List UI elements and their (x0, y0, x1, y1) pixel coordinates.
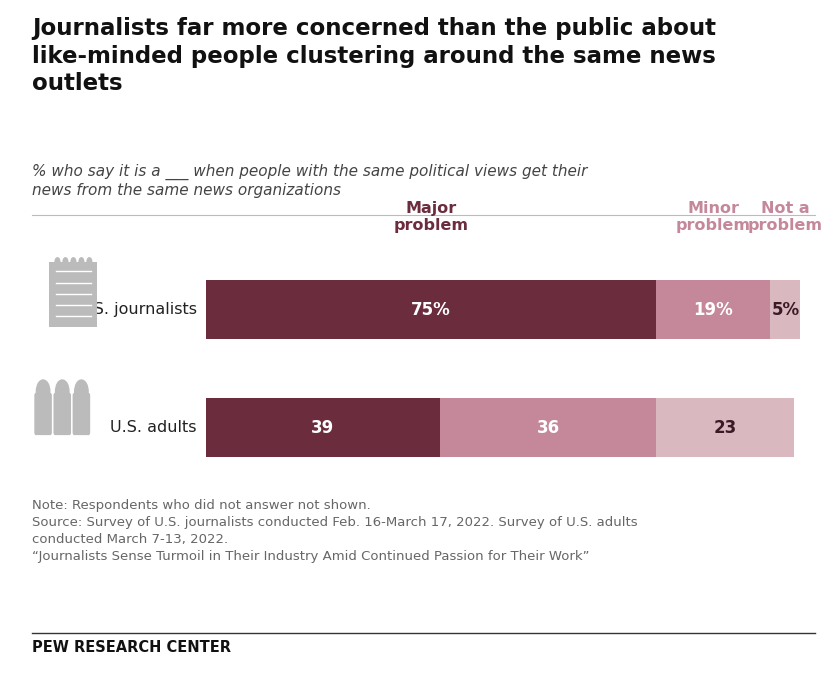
Text: 36: 36 (537, 419, 559, 436)
Text: U.S. journalists: U.S. journalists (76, 302, 197, 317)
FancyBboxPatch shape (50, 262, 97, 327)
Text: Not a
problem: Not a problem (748, 201, 823, 233)
Text: 19%: 19% (694, 301, 733, 318)
Circle shape (87, 258, 92, 266)
FancyBboxPatch shape (72, 393, 90, 435)
Text: 5%: 5% (771, 301, 800, 318)
Circle shape (55, 258, 60, 266)
Circle shape (71, 258, 76, 266)
Circle shape (55, 380, 69, 403)
Text: Note: Respondents who did not answer not shown.
Source: Survey of U.S. journalis: Note: Respondents who did not answer not… (32, 499, 638, 563)
Text: 75%: 75% (411, 301, 451, 318)
Circle shape (75, 380, 88, 403)
Bar (656, 280, 770, 339)
Bar (656, 398, 795, 457)
Bar (440, 398, 656, 457)
Bar (206, 280, 656, 339)
Text: Major
problem: Major problem (393, 201, 469, 233)
FancyBboxPatch shape (54, 393, 71, 435)
Bar (206, 398, 440, 457)
Text: 23: 23 (714, 419, 737, 436)
Text: 39: 39 (312, 419, 334, 436)
Bar (770, 280, 801, 339)
Text: Minor
problem: Minor problem (676, 201, 751, 233)
FancyBboxPatch shape (34, 393, 52, 435)
Circle shape (79, 258, 84, 266)
Circle shape (63, 258, 68, 266)
Text: Journalists far more concerned than the public about
like-minded people clusteri: Journalists far more concerned than the … (32, 17, 716, 95)
Circle shape (36, 380, 50, 403)
Text: U.S. adults: U.S. adults (110, 420, 197, 435)
Text: PEW RESEARCH CENTER: PEW RESEARCH CENTER (32, 640, 231, 655)
Text: % who say it is a ___ when people with the same political views get their
news f: % who say it is a ___ when people with t… (32, 164, 587, 198)
